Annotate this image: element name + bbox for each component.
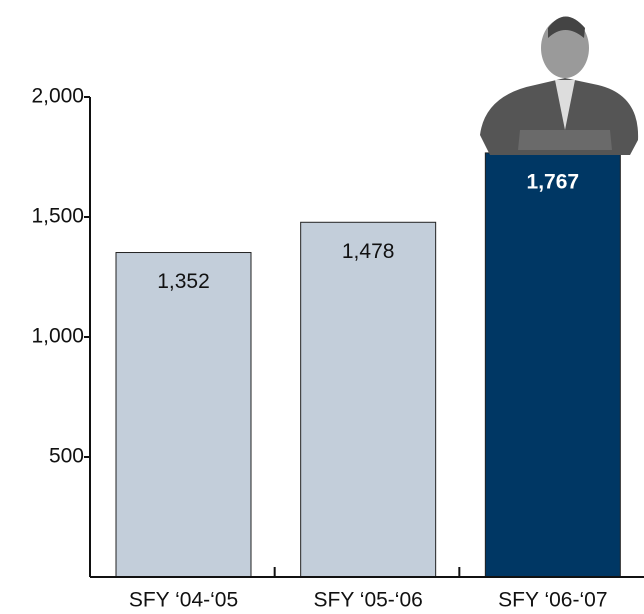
x-tick-label: SFY ‘05-‘06 — [313, 589, 422, 612]
value-label: 1,478 — [342, 240, 395, 263]
chart: 1,352 SFY ‘04-‘05 1,478 SFY ‘05-‘06 1,767 SFY… — [0, 0, 644, 614]
y-tick-label: 2,000 — [31, 85, 84, 108]
bar — [116, 253, 251, 577]
x-tick-label: SFY ‘06-‘07 — [498, 589, 607, 612]
person-illustration — [480, 17, 638, 156]
y-tick-label: 1,500 — [31, 205, 84, 228]
y-tick-label: 1,000 — [31, 325, 84, 348]
value-label: 1,352 — [157, 270, 210, 293]
bar — [301, 222, 436, 577]
bar — [485, 153, 620, 577]
value-label: 1,767 — [527, 170, 580, 193]
x-tick-label: SFY ‘04-‘05 — [129, 589, 238, 612]
y-tick-label: 500 — [49, 445, 84, 468]
